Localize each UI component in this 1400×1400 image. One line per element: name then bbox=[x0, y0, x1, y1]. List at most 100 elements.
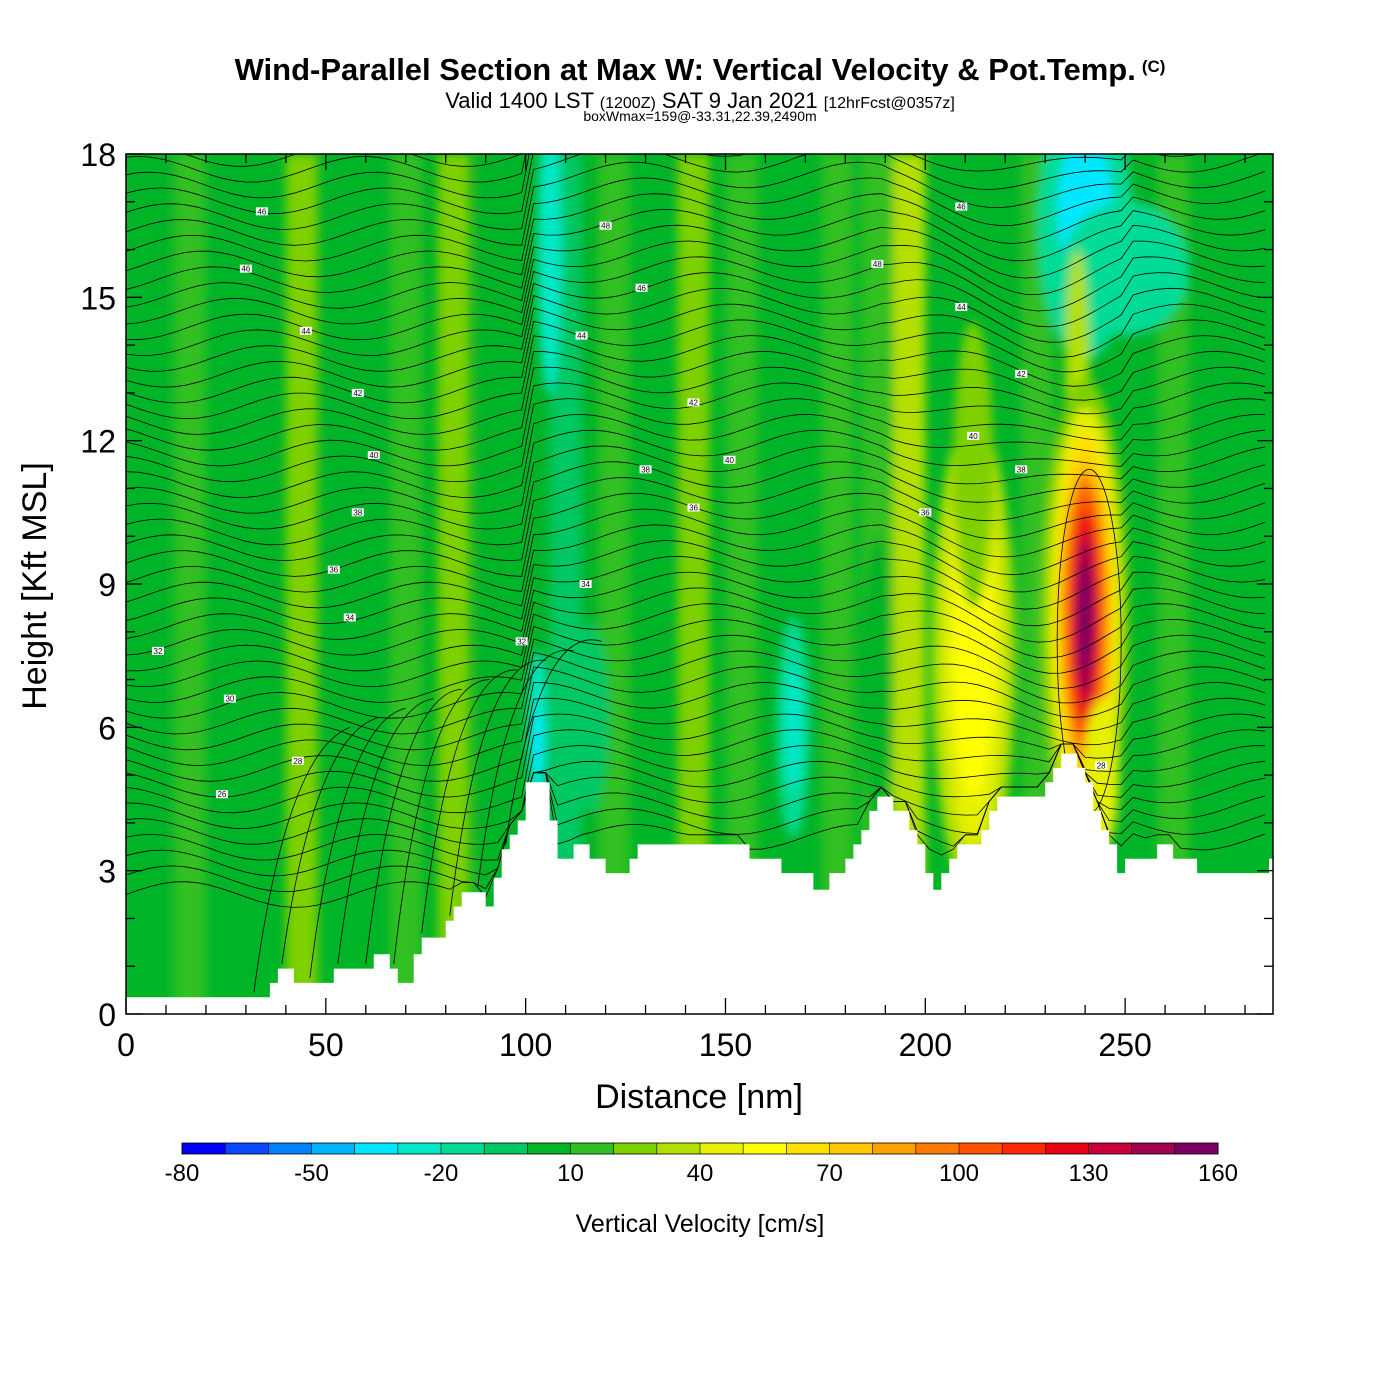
colorbar-swatch bbox=[182, 1143, 226, 1154]
contour-label-bg bbox=[351, 508, 364, 517]
contour-label: 36 bbox=[919, 508, 932, 517]
colorbar-swatch bbox=[1045, 1143, 1089, 1154]
theta-isentrope bbox=[126, 681, 1266, 767]
contour-label: 28 bbox=[291, 756, 304, 766]
colorbar-swatch bbox=[397, 1143, 442, 1154]
contour-label-bg bbox=[575, 331, 588, 340]
contour-label-bg bbox=[687, 503, 700, 512]
chart-title: Wind-Parallel Section at Max W: Vertical… bbox=[0, 52, 1400, 88]
contour-label: 46 bbox=[239, 264, 252, 274]
contour-label-bg bbox=[687, 398, 700, 407]
contour-label-bg bbox=[723, 455, 736, 464]
y-tick-label: 3 bbox=[98, 854, 116, 890]
theta-isentrope bbox=[126, 366, 1266, 451]
contour-label-text: 38 bbox=[1017, 465, 1026, 474]
contour-label-text: 38 bbox=[641, 465, 650, 474]
velocity-band bbox=[1221, 154, 1254, 1014]
colorbar-tick-label: 40 bbox=[687, 1160, 714, 1187]
valid-time: Valid 1400 LST bbox=[445, 88, 594, 113]
theta-isentrope bbox=[126, 524, 1266, 609]
colorbar-swatch bbox=[441, 1143, 485, 1154]
theta-contours bbox=[126, 52, 1266, 993]
contour-label-text: 42 bbox=[353, 389, 362, 398]
contour-label-text: 30 bbox=[225, 695, 234, 704]
y-tick-label: 9 bbox=[98, 567, 116, 603]
valid-utc: (1200Z) bbox=[599, 95, 656, 112]
colorbar-tick-label: -20 bbox=[424, 1160, 459, 1187]
x-axis-title: Distance [nm] bbox=[595, 1078, 803, 1116]
colorbar-swatch bbox=[700, 1143, 744, 1154]
contour-label: 44 bbox=[955, 302, 968, 312]
theta-isentrope bbox=[126, 52, 1265, 135]
colorbar-tick-label: 10 bbox=[557, 1160, 584, 1187]
contour-label-text: 28 bbox=[293, 757, 302, 766]
theta-isentrope bbox=[126, 618, 1266, 703]
theta-isentrope bbox=[126, 697, 1266, 782]
contour-label-bg bbox=[579, 580, 592, 588]
velocity-band bbox=[389, 154, 422, 1014]
contour-label-bg bbox=[215, 790, 228, 799]
contour-label-text: 26 bbox=[217, 790, 226, 799]
x-tick-label: 50 bbox=[308, 1027, 344, 1063]
theta-isentrope bbox=[126, 477, 1266, 562]
contour-label-text: 44 bbox=[957, 303, 966, 312]
colorbar-swatch bbox=[527, 1143, 571, 1154]
contour-label-bg bbox=[367, 451, 380, 459]
theta-isentrope bbox=[126, 650, 1266, 735]
contour-label-bg bbox=[639, 465, 652, 474]
theta-isentrope bbox=[126, 161, 1266, 246]
contour-label: 36 bbox=[687, 503, 700, 513]
contour-label: 40 bbox=[367, 451, 380, 460]
contour-label: 44 bbox=[299, 326, 312, 336]
contour-label-text: 46 bbox=[637, 284, 646, 293]
colorbar-tick-label: 130 bbox=[1068, 1160, 1108, 1187]
y-tick-label: 15 bbox=[80, 280, 116, 316]
contour-label-bg bbox=[239, 264, 252, 273]
colorbar-swatch bbox=[354, 1143, 399, 1154]
contour-label-bg bbox=[351, 388, 364, 397]
contour-label-bg bbox=[299, 326, 312, 335]
theta-isentrope bbox=[421, 669, 518, 933]
contour-label: 42 bbox=[1015, 369, 1028, 379]
theta-isentrope bbox=[126, 208, 1266, 293]
colorbar-swatch bbox=[1174, 1143, 1219, 1154]
contour-label-text: 32 bbox=[517, 637, 526, 646]
contour-label: 42 bbox=[687, 398, 700, 407]
colorbar-swatch bbox=[656, 1143, 701, 1154]
theta-isentrope bbox=[126, 335, 1266, 420]
contour-label-text: 36 bbox=[921, 508, 930, 517]
contour-label-bg bbox=[955, 302, 968, 311]
theta-isentrope bbox=[505, 639, 602, 845]
theta-isentrope bbox=[126, 154, 526, 183]
velocity-contour bbox=[532, 708, 543, 785]
colorbar-swatch bbox=[872, 1143, 917, 1154]
contour-label-bg bbox=[327, 565, 340, 574]
contour-label-text: 46 bbox=[257, 207, 266, 216]
theta-isentrope bbox=[126, 634, 1266, 719]
contour-label-bg bbox=[223, 694, 236, 703]
velocity-contour bbox=[537, 154, 562, 393]
contour-label-bg bbox=[291, 756, 304, 765]
contour-label-text: 44 bbox=[301, 327, 310, 336]
y-tick-label: 6 bbox=[98, 710, 116, 746]
theta-isentrope bbox=[365, 688, 462, 964]
theta-isentrope bbox=[126, 713, 1266, 798]
theta-isentrope bbox=[126, 666, 1266, 751]
contour-label: 30 bbox=[223, 694, 236, 704]
theta-isentrope bbox=[126, 603, 1266, 688]
theta-isentrope bbox=[126, 413, 1266, 498]
theta-isentrope bbox=[126, 729, 1266, 814]
y-tick-label: 18 bbox=[80, 137, 116, 173]
forecast-info: [12hrFcst@0357z] bbox=[823, 95, 955, 112]
contour-label-bg bbox=[151, 646, 164, 655]
x-tick-label: 200 bbox=[899, 1027, 952, 1063]
colorbar-swatch bbox=[959, 1143, 1003, 1154]
contour-label: 38 bbox=[1015, 465, 1028, 474]
contour-label-bg bbox=[919, 508, 932, 517]
theta-isentrope bbox=[126, 555, 1266, 640]
vertical-velocity-field bbox=[133, 154, 1254, 1014]
theta-isentrope bbox=[126, 193, 1266, 278]
velocity-contour bbox=[861, 536, 894, 823]
chart-subtitle: Valid 1400 LST (1200Z) SAT 9 Jan 2021 [1… bbox=[0, 88, 1400, 114]
